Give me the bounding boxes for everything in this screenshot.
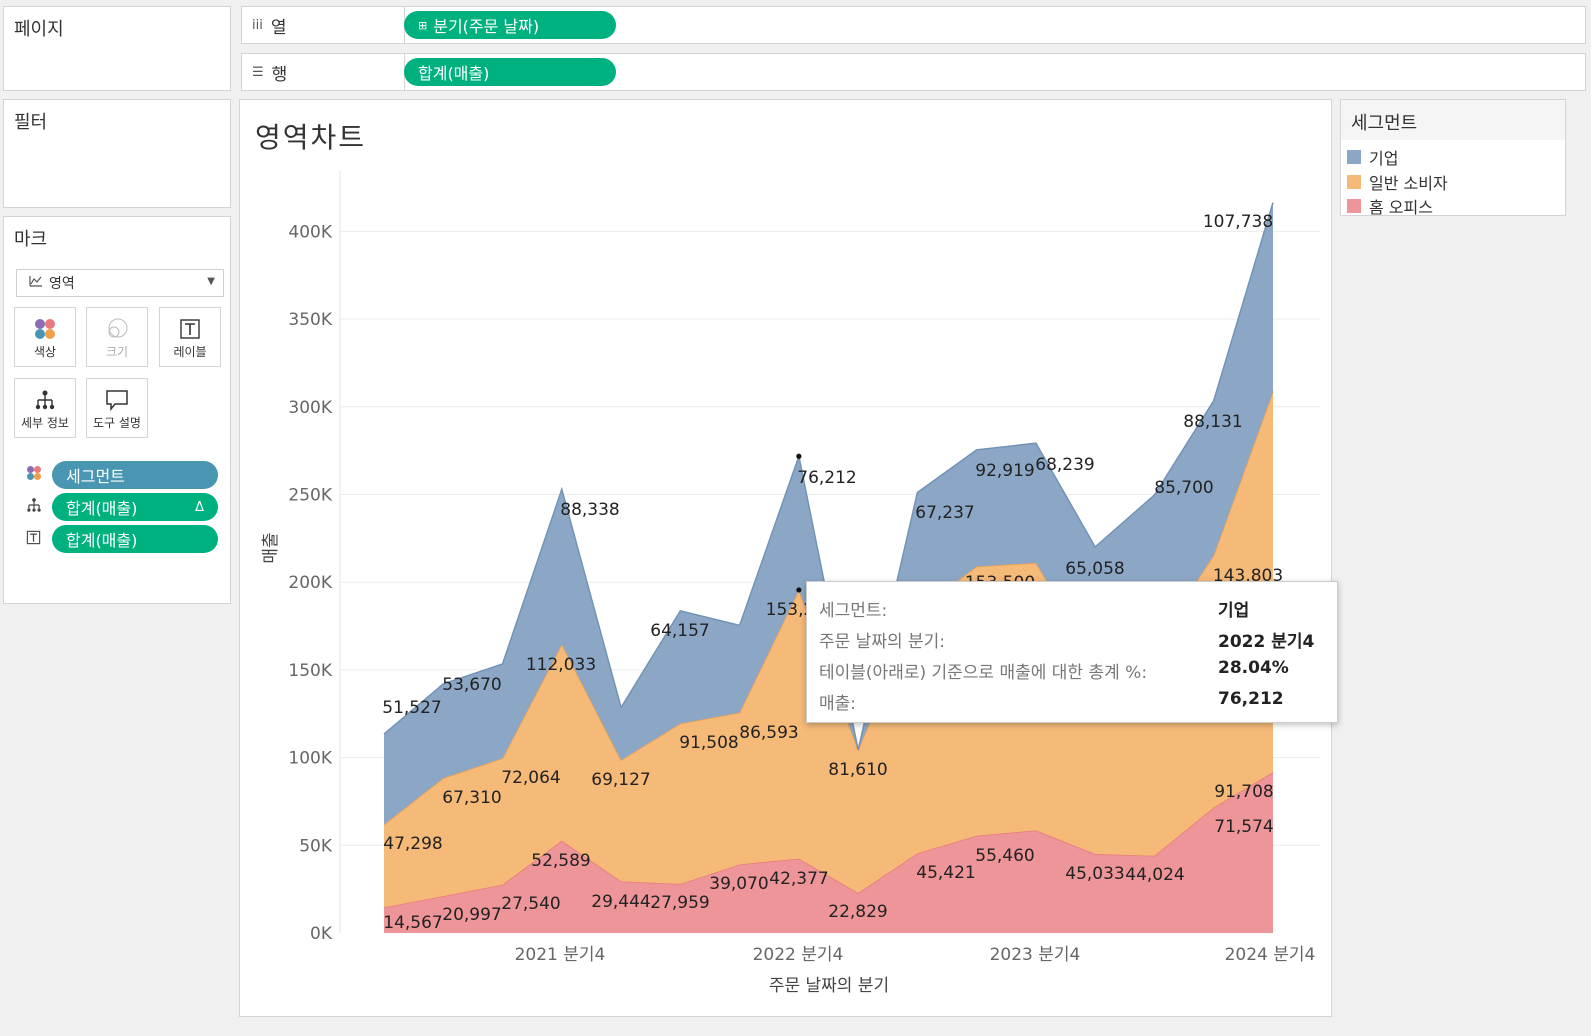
size-button-label: 크기 — [105, 345, 129, 359]
legend-item-consumer[interactable]: 일반 소비자 — [1347, 170, 1448, 194]
marks-title: 마크 — [14, 229, 48, 250]
legend-swatch — [1347, 199, 1361, 213]
mark-field-sales-label[interactable]: 합계(매출) — [26, 525, 218, 553]
color-button[interactable]: 색상 — [14, 307, 76, 367]
view-area[interactable]: 영역차트 — [239, 99, 1332, 1017]
text-label-icon — [160, 316, 220, 342]
text-label-icon — [26, 530, 41, 549]
rows-shelf[interactable]: ☰ 행 합계(매출) — [241, 53, 1586, 91]
filters-card[interactable]: 필터 — [3, 99, 231, 208]
columns-shelf[interactable]: iii 열 ⊞ 분기(주문 날짜) — [241, 6, 1586, 44]
tooltip-row-quarter: 주문 날짜의 분기: 2022 분기4 — [819, 632, 1315, 652]
pages-card[interactable]: 페이지 — [3, 6, 231, 91]
color-button-label: 색상 — [33, 345, 57, 359]
marks-card[interactable]: 마크 영역 ▼ 색상 크기 레이블 세부 정보 도구 설명 — [3, 216, 231, 604]
label-button-label: 레이블 — [173, 345, 207, 359]
tooltip-row-percent-total: 테이블(아래로) 기준으로 매출에 대한 총계 %: 28.04% — [819, 658, 1289, 683]
area-chart-icon — [29, 275, 43, 291]
legend-title: 세그먼트 — [1351, 113, 1418, 134]
sales-detail-pill-label: 합계(매출) — [66, 499, 138, 518]
detail-hierarchy-icon — [26, 497, 42, 517]
color-dots-icon — [15, 316, 75, 342]
rows-shelf-label: ☰ 행 — [242, 54, 405, 90]
size-button[interactable]: 크기 — [86, 307, 148, 367]
chevron-down-icon[interactable]: ▼ — [207, 276, 215, 287]
tooltip-row-sales: 매출: 76,212 — [819, 689, 1284, 714]
quarter-order-date-pill[interactable]: ⊞ 분기(주문 날짜) — [404, 11, 616, 39]
delta-badge: Δ — [195, 499, 204, 515]
sales-detail-pill[interactable]: 합계(매출) Δ — [52, 493, 218, 521]
tooltip-button-label: 도구 설명 — [93, 416, 141, 430]
tooltip-row-segment: 세그먼트: 기업 — [819, 601, 1250, 621]
detail-hierarchy-icon — [15, 387, 75, 413]
label-button[interactable]: 레이블 — [159, 307, 221, 367]
segment-pill[interactable]: 세그먼트 — [52, 461, 218, 489]
sales-label-pill[interactable]: 합계(매출) — [52, 525, 218, 553]
mark-type-label: 영역 — [49, 276, 75, 292]
detail-button-label: 세부 정보 — [21, 416, 69, 430]
rows-icon: ☰ — [252, 64, 264, 80]
size-circles-icon — [87, 316, 147, 342]
sum-sales-pill[interactable]: 합계(매출) — [404, 58, 616, 86]
columns-shelf-label: iii 열 — [242, 7, 405, 43]
tooltip-bubble-icon — [87, 387, 147, 413]
view-title: 영역차트 — [255, 121, 367, 154]
legend-card[interactable]: 세그먼트 기업 일반 소비자 홈 오피스 — [1340, 99, 1566, 218]
tooltip-button[interactable]: 도구 설명 — [86, 378, 148, 438]
expand-plus-icon[interactable]: ⊞ — [418, 18, 428, 32]
legend-swatch — [1347, 175, 1361, 189]
legend-item-home-office[interactable]: 홈 오피스 — [1347, 194, 1433, 218]
mark-type-dropdown[interactable]: 영역 ▼ — [16, 269, 224, 297]
detail-button[interactable]: 세부 정보 — [14, 378, 76, 438]
legend-swatch — [1347, 150, 1361, 164]
mark-field-sales-detail[interactable]: 합계(매출) Δ — [26, 493, 218, 521]
mark-field-segment[interactable]: 세그먼트 — [26, 461, 218, 489]
chart-tooltip: 세그먼트: 기업 주문 날짜의 분기: 2022 분기4 테이블(아래로) 기준으로… — [806, 581, 1338, 723]
pages-title: 페이지 — [14, 19, 64, 40]
filters-title: 필터 — [14, 112, 48, 133]
color-dots-icon — [26, 465, 42, 485]
columns-icon: iii — [252, 17, 263, 33]
legend-item-corporate[interactable]: 기업 — [1347, 145, 1398, 169]
